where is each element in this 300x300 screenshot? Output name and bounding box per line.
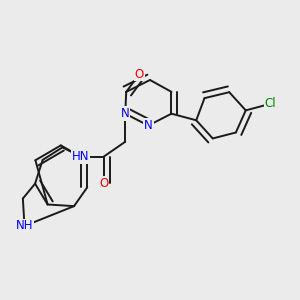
Text: O: O bbox=[135, 68, 144, 80]
Text: HN: HN bbox=[72, 150, 89, 163]
Text: NH: NH bbox=[16, 220, 33, 232]
Text: N: N bbox=[144, 119, 153, 132]
Text: N: N bbox=[121, 107, 130, 120]
Text: O: O bbox=[99, 176, 108, 190]
Text: Cl: Cl bbox=[265, 97, 276, 110]
